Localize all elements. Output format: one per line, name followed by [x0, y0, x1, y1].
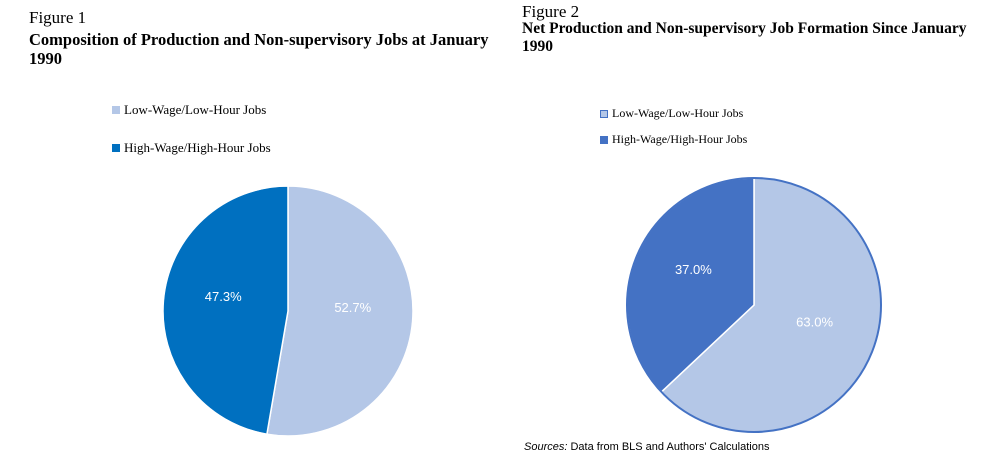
legend-item-high-wage: High-Wage/High-Hour Jobs	[112, 140, 271, 156]
figure-2-label: Figure 2	[522, 2, 580, 21]
figure-1-label: Figure 1	[29, 8, 87, 27]
pie-outline	[626, 177, 882, 433]
legend-label-low-wage: Low-Wage/Low-Hour Jobs	[124, 102, 267, 117]
legend-swatch-high-wage	[600, 135, 608, 144]
figure-1-pie: 52.7% 47.3%	[162, 185, 414, 437]
pie-slice-high-wage	[162, 185, 289, 436]
slice-label-high-wage: 37.0%	[675, 262, 712, 277]
legend-swatch-low-wage	[600, 109, 608, 118]
source-text: Data from BLS and Authors' Calculations	[570, 441, 770, 453]
figure-1-panel: Figure 1 Composition of Production and N…	[29, 8, 489, 437]
source-note: Sources: Data from BLS and Authors' Calc…	[524, 441, 769, 453]
figure-2-title: Net Production and Non-supervisory Job F…	[522, 20, 967, 55]
legend-item-low-wage: Low-Wage/Low-Hour Jobs	[112, 102, 266, 118]
legend-label-high-wage: High-Wage/High-Hour Jobs	[612, 132, 748, 146]
figure-1-title: Composition of Production and Non-superv…	[29, 30, 489, 68]
legend-item-high-wage: High-Wage/High-Hour Jobs	[600, 132, 747, 147]
legend-swatch-low-wage	[112, 106, 120, 114]
legend-item-low-wage: Low-Wage/Low-Hour Jobs	[600, 106, 743, 121]
pie-outline	[162, 185, 414, 437]
slice-label-low-wage: 52.7%	[334, 300, 371, 315]
figure-2-panel: Figure 2 Net Production and Non-supervis…	[500, 0, 1000, 470]
figure-2-pie: 63.0% 37.0%	[626, 177, 882, 433]
legend-label-low-wage: Low-Wage/Low-Hour Jobs	[612, 106, 744, 120]
slice-label-high-wage: 47.3%	[205, 289, 242, 304]
legend-swatch-high-wage	[112, 144, 120, 152]
source-prefix: Sources:	[524, 441, 568, 453]
legend-label-high-wage: High-Wage/High-Hour Jobs	[124, 140, 271, 155]
slice-label-low-wage: 63.0%	[796, 315, 833, 330]
